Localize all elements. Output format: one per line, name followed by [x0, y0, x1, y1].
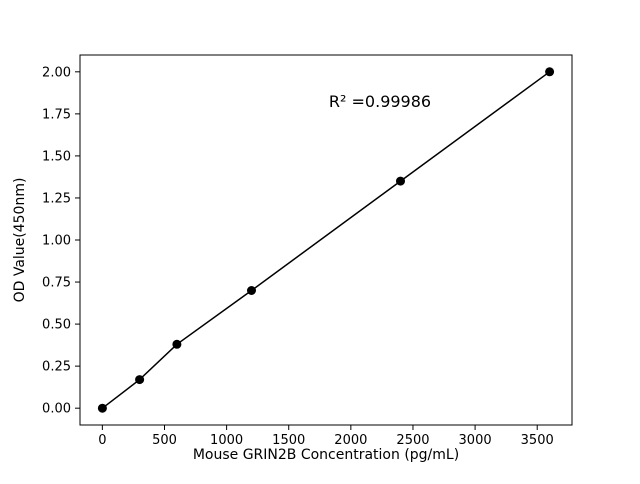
y-tick-label: 1.50 — [42, 149, 71, 164]
data-point — [545, 67, 555, 77]
x-axis-label: Mouse GRIN2B Concentration (pg/mL) — [193, 447, 459, 463]
x-tick-label: 2500 — [396, 433, 429, 448]
x-tick-label: 1500 — [272, 433, 305, 448]
r-squared-annotation: R² =0.99986 — [329, 92, 431, 111]
x-tick-label: 1000 — [210, 433, 243, 448]
y-tick-label: 0.25 — [42, 360, 71, 375]
x-tick-label: 2000 — [334, 433, 367, 448]
x-tick-label: 0 — [98, 433, 106, 448]
data-point — [97, 403, 107, 413]
data-point — [396, 176, 405, 186]
y-tick-label: 2.00 — [42, 65, 71, 80]
trend-line — [101, 71, 551, 409]
data-point — [135, 375, 145, 385]
y-tick-label: 0.00 — [42, 402, 71, 417]
y-tick-label: 1.75 — [42, 107, 71, 122]
x-tick-label: 500 — [152, 433, 177, 448]
plot-border — [79, 54, 573, 426]
plot-area: 0 500 1000 1500 2000 2500 3000 3500 0.00 0.25 0.50… — [42, 54, 573, 448]
y-axis-label: OD Value(450nm) — [12, 178, 28, 303]
data-point — [247, 286, 256, 295]
y-tick-label: 0.50 — [42, 318, 71, 333]
y-tick-label: 1.00 — [42, 234, 71, 249]
data-point — [172, 339, 182, 349]
y-tick-label: 1.25 — [42, 191, 71, 206]
x-tick-label: 3500 — [521, 433, 554, 448]
x-tick-label: 3000 — [459, 433, 492, 448]
y-tick-label: 0.75 — [42, 276, 71, 291]
